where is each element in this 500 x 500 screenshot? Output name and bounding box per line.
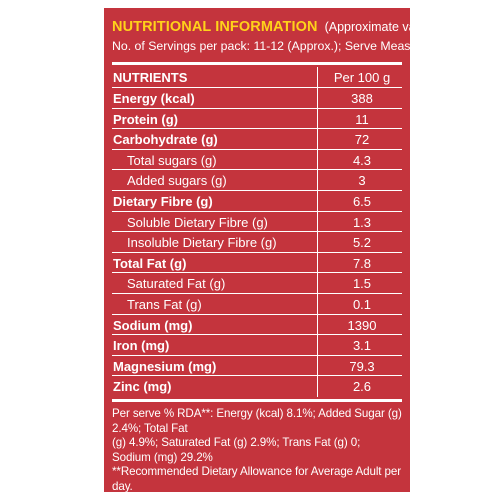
nutrient-name: Total sugars (g) (127, 152, 217, 168)
column-divider (317, 355, 319, 376)
nutrient-name: Protein (g) (113, 111, 178, 127)
table-row: Protein (g) 11 (112, 108, 402, 130)
nutrient-value: 3 (358, 173, 366, 189)
footnote-line: **Recommended Dietary Allowance for Aver… (112, 465, 402, 493)
table-header: NUTRIENTS Per 100 g (112, 67, 402, 88)
nutrient-name: Iron (mg) (113, 338, 170, 354)
top-rule (112, 62, 402, 65)
column-divider (317, 190, 319, 211)
column-divider (317, 149, 319, 170)
column-divider (317, 314, 319, 335)
nutrient-name: Zinc (mg) (113, 379, 172, 395)
table-row: Total Fat (g) 7.8 (112, 252, 402, 274)
nutrient-value: 11 (355, 111, 369, 127)
table-row: Added sugars (g) 3 (112, 170, 402, 191)
nutrient-value: 1.3 (352, 214, 372, 230)
nutrient-value: 4.3 (352, 152, 372, 168)
footnote-line: Per serve % RDA**: Energy (kcal) 8.1%; A… (112, 406, 402, 435)
footnote-line: (g) 4.9%; Saturated Fat (g) 2.9%; Trans … (112, 436, 361, 464)
nutrient-value: 1390 (347, 317, 377, 333)
column-divider (317, 67, 319, 87)
column-divider (317, 88, 319, 108)
nutrient-value: 2.6 (352, 379, 372, 395)
table-row: Trans Fat (g) 0.1 (112, 293, 402, 315)
bottom-rule (112, 398, 402, 402)
nutrient-value: 3.1 (352, 338, 372, 354)
table-row: Sodium (mg) 1390 (112, 314, 402, 336)
column-divider (317, 211, 319, 232)
nutrient-value: 7.8 (352, 255, 372, 271)
table-row: Insoluble Dietary Fibre (g) 5.2 (112, 232, 402, 253)
table-row: Soluble Dietary Fibre (g) 1.3 (112, 211, 402, 233)
column-divider (317, 376, 319, 397)
nutrient-value: 1.5 (352, 276, 372, 292)
nutrient-value: 388 (351, 91, 373, 106)
table-row: Carbohydrate (g) 72 (112, 129, 402, 150)
servings-line: No. of Servings per pack: 11-12 (Approx.… (112, 39, 459, 53)
column-divider (317, 170, 319, 190)
nutrient-value: 79.3 (349, 358, 375, 374)
column-divider (317, 252, 319, 273)
nutrient-value: 72 (354, 132, 370, 148)
nutrient-name: Carbohydrate (g) (113, 132, 218, 148)
table-row: Energy (kcal) 388 (112, 88, 402, 109)
nutrient-name: Energy (kcal) (113, 91, 195, 106)
title-line: NUTRITIONAL INFORMATION (Approximate val… (112, 18, 443, 36)
nutrient-name: Total Fat (g) (113, 255, 187, 271)
table-row: Zinc (mg) 2.6 (112, 376, 402, 397)
nutrient-name: Soluble Dietary Fibre (g) (127, 214, 268, 230)
column-divider (317, 129, 319, 149)
column-divider (317, 108, 319, 129)
column-divider (317, 335, 319, 355)
table-row: Dietary Fibre (g) 6.5 (112, 190, 402, 212)
nutrient-name: Trans Fat (g) (127, 296, 202, 312)
nutrient-name: Sodium (mg) (113, 317, 193, 333)
nutrient-value: 5.2 (352, 235, 372, 251)
table-row: Magnesium (mg) 79.3 (112, 355, 402, 377)
table-row: Iron (mg) 3.1 (112, 335, 402, 356)
nutrient-name: Insoluble Dietary Fibre (g) (127, 235, 277, 251)
title-note: (Approximate values) (324, 20, 443, 34)
rda-footnote: Per serve % RDA**: Energy (kcal) 8.1%; A… (112, 407, 402, 495)
nutrient-value: 6.5 (352, 193, 372, 209)
nutrition-panel: NUTRITIONAL INFORMATION (Approximate val… (104, 8, 459, 495)
header-per-100g: Per 100 g (333, 70, 391, 85)
panel-title: NUTRITIONAL INFORMATION (112, 19, 318, 35)
nutrition-table: NUTRIENTS Per 100 g Energy (kcal) 388 Pr… (112, 67, 402, 397)
column-divider (317, 293, 319, 314)
nutrient-name: Saturated Fat (g) (127, 276, 226, 292)
header-nutrients: NUTRIENTS (113, 70, 188, 85)
nutrient-name: Added sugars (g) (127, 173, 227, 189)
table-row: Saturated Fat (g) 1.5 (112, 273, 402, 294)
nutrient-name: Dietary Fibre (g) (113, 193, 213, 209)
nutrient-value: 0.1 (352, 296, 372, 312)
column-divider (317, 232, 319, 252)
column-divider (317, 273, 319, 293)
table-row: Total sugars (g) 4.3 (112, 149, 402, 171)
nutrient-name: Magnesium (mg) (113, 358, 217, 374)
